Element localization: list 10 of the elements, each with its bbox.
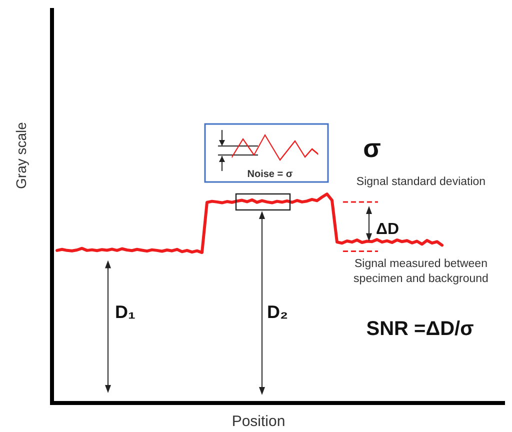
annotation: D₁ [115, 302, 136, 322]
annotation: D₂ [267, 302, 288, 322]
text: σ [363, 133, 382, 163]
annotation: SNR =ΔD/σ [366, 318, 474, 340]
x-axis-title: Position [232, 413, 286, 430]
annotation: ΔD [376, 221, 400, 238]
text: Noise = σ [247, 169, 293, 180]
y-axis-title: Gray scale [13, 122, 29, 189]
text: Signal standard deviation [356, 176, 486, 188]
annotation: Signal measured between specimen and background [354, 258, 488, 285]
